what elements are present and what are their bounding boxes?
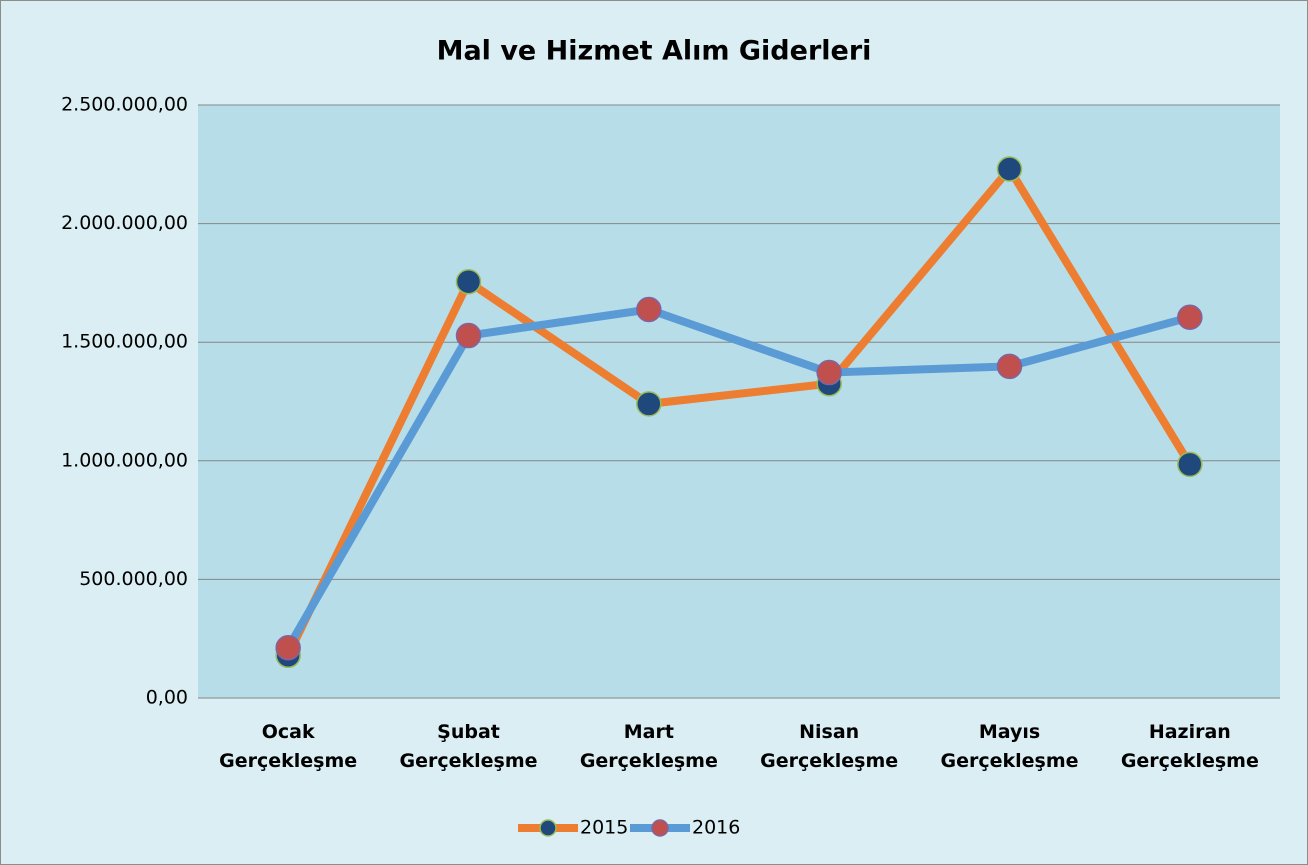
x-tick-label: Mayıs Gerçekleşme xyxy=(940,721,1079,772)
y-tick-label: 1.500.000,00 xyxy=(61,331,188,353)
marker xyxy=(455,322,482,349)
x-tick-label: Haziran Gerçekleşme xyxy=(1120,721,1259,772)
y-tick-label: 2.500.000,00 xyxy=(61,94,188,116)
marker xyxy=(636,391,662,417)
marker xyxy=(996,156,1023,182)
legend-marker xyxy=(651,819,669,837)
legend-label: 2015 xyxy=(580,817,628,839)
marker xyxy=(275,634,301,661)
y-tick-label: 500.000,00 xyxy=(79,568,188,590)
x-tick-label: Nisan Gerçekleşme xyxy=(760,721,899,772)
series-line xyxy=(284,305,1191,650)
marker xyxy=(455,268,482,295)
y-tick-label: 0,00 xyxy=(146,687,188,709)
legend-label: 2016 xyxy=(692,817,740,839)
legend-marker xyxy=(539,819,557,837)
chart-title: Mal ve Hizmet Alım Giderleri xyxy=(437,36,872,67)
y-tick-label: 1.000.000,00 xyxy=(61,449,188,471)
x-tick-label: Şubat Gerçekleşme xyxy=(399,721,538,772)
marker xyxy=(636,296,662,323)
plot-area xyxy=(198,105,1280,698)
x-tick-label: Ocak Gerçekleşme xyxy=(219,721,358,772)
y-tick-label: 2.000.000,00 xyxy=(61,212,188,234)
marker xyxy=(996,353,1023,380)
x-tick-label: Mart Gerçekleşme xyxy=(579,721,718,772)
marker xyxy=(816,359,842,386)
series-line xyxy=(284,165,1194,658)
marker xyxy=(1177,451,1203,478)
marker xyxy=(1177,304,1203,331)
